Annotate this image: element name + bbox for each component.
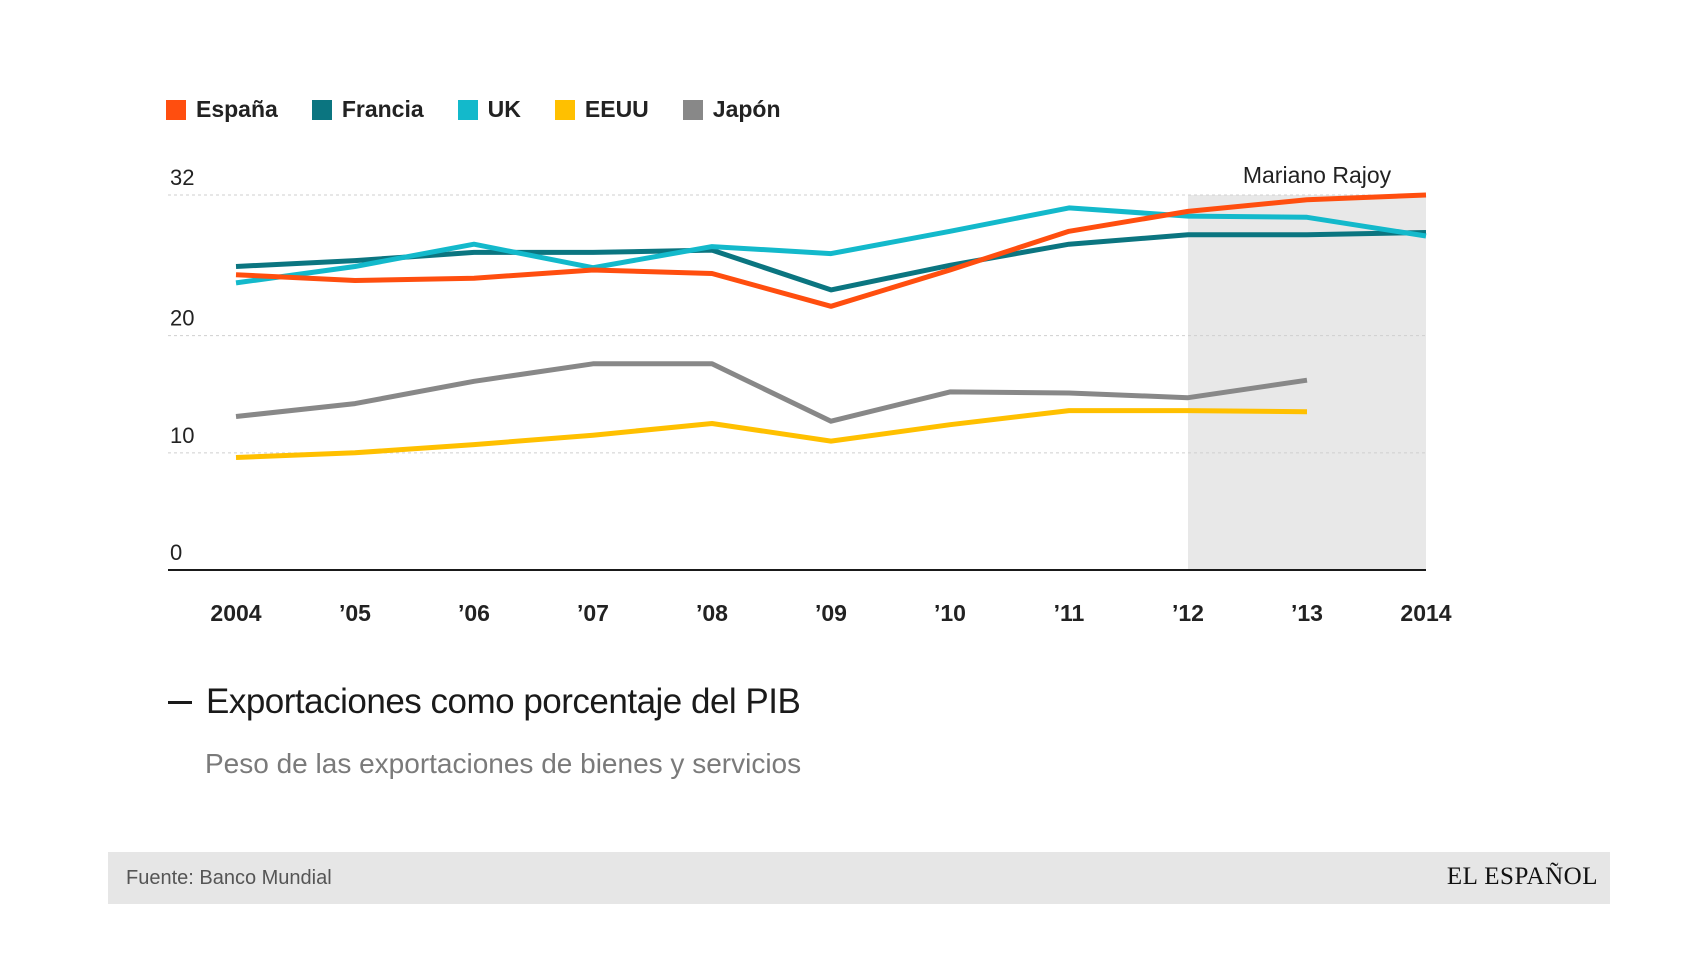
source-note: Fuente: Banco Mundial [126,867,332,889]
y-tick-label: 32 [170,165,194,190]
legend-label: EEUU [584,96,649,122]
legend-item: Japón [682,96,781,123]
x-tick-label: ’10 [934,600,966,626]
x-tick-label: ’05 [339,600,371,626]
x-tick-label: ’07 [577,600,609,626]
chart-title: Exportaciones como porcentaje del PIB [206,682,801,721]
title-row: Exportaciones como porcentaje del PIB [168,682,801,722]
brand-logo: EL ESPAÑOL [1446,863,1598,890]
legend-swatch [457,99,478,120]
series-line-espana [235,192,1427,309]
x-tick-label: 2014 [1400,600,1451,626]
series-line-uk [235,205,1427,286]
y-tick-label: 0 [170,540,182,565]
legend-swatch [682,99,703,120]
legend-label: España [196,96,278,122]
legend-item: Francia [311,96,424,123]
chart-subtitle: Peso de las exportaciones de bienes y se… [205,748,802,779]
series-line-eeuu [235,408,1308,460]
legend-item: UK [457,96,521,123]
line-chart: 0 10 20 32 2004 ’05 ’06 ’07 ’08 ’09 ’10 ’11 ’12 ’13 20… [168,162,1452,626]
x-tick-label: ’08 [696,600,728,626]
x-tick-label: ’11 [1054,600,1085,626]
legend-item: España [166,96,278,123]
series-line-japon [235,361,1308,424]
footer-bar: Fuente: Banco Mundial EL ESPAÑOL [108,852,1610,904]
x-tick-label: ’09 [815,600,847,626]
legend-swatch [166,99,186,120]
legend-label: Francia [341,96,424,122]
title-dash [168,700,192,704]
y-tick-label: 20 [170,306,194,331]
annotation-label: Mariano Rajoy [1243,162,1392,188]
series-line-francia [235,230,1427,293]
x-tick-label: ’12 [1172,600,1204,626]
x-tick-label: 2004 [210,600,261,626]
legend-swatch [311,99,332,120]
y-tick-label: 10 [170,423,194,448]
legend-label: UK [487,96,521,122]
x-tick-label: ’06 [458,600,490,626]
legend: España Francia UK EEUU Japón [166,96,781,123]
legend-item: EEUU [554,96,649,123]
legend-swatch [554,99,575,120]
x-tick-label: ’13 [1291,600,1323,626]
legend-label: Japón [712,96,781,122]
